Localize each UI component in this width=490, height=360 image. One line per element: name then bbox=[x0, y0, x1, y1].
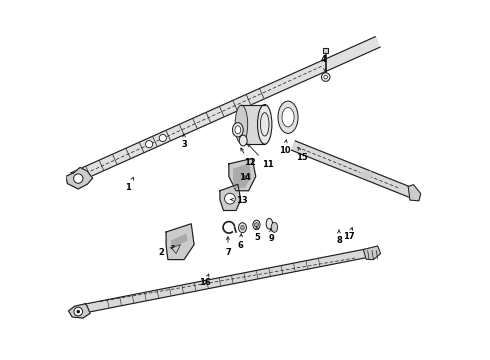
Text: 4: 4 bbox=[321, 55, 327, 71]
Polygon shape bbox=[69, 304, 90, 318]
Text: 10: 10 bbox=[279, 140, 290, 155]
Text: 16: 16 bbox=[199, 274, 211, 287]
Text: 11: 11 bbox=[247, 144, 273, 169]
Circle shape bbox=[159, 134, 167, 141]
Polygon shape bbox=[220, 184, 241, 211]
Text: 14: 14 bbox=[239, 173, 251, 182]
Text: 7: 7 bbox=[225, 237, 231, 257]
Polygon shape bbox=[242, 104, 265, 144]
Circle shape bbox=[76, 310, 80, 314]
Ellipse shape bbox=[271, 222, 278, 232]
Circle shape bbox=[324, 75, 327, 79]
Circle shape bbox=[321, 73, 330, 81]
Circle shape bbox=[146, 140, 153, 148]
Ellipse shape bbox=[278, 101, 298, 134]
Ellipse shape bbox=[266, 219, 272, 229]
Ellipse shape bbox=[235, 126, 241, 134]
Circle shape bbox=[224, 193, 235, 204]
Ellipse shape bbox=[282, 108, 294, 127]
Ellipse shape bbox=[258, 104, 272, 144]
Polygon shape bbox=[172, 234, 187, 246]
Text: 2: 2 bbox=[159, 246, 174, 257]
Ellipse shape bbox=[239, 223, 246, 233]
Text: 9: 9 bbox=[269, 229, 274, 243]
Circle shape bbox=[254, 223, 259, 227]
Circle shape bbox=[74, 307, 82, 316]
Ellipse shape bbox=[253, 220, 260, 229]
Text: 3: 3 bbox=[181, 134, 187, 149]
Polygon shape bbox=[166, 224, 194, 260]
Text: 6: 6 bbox=[238, 234, 244, 251]
Text: 15: 15 bbox=[296, 147, 308, 162]
Polygon shape bbox=[234, 164, 251, 187]
Ellipse shape bbox=[232, 123, 243, 137]
Polygon shape bbox=[408, 185, 421, 201]
Text: 5: 5 bbox=[255, 227, 261, 242]
Circle shape bbox=[74, 174, 83, 183]
Ellipse shape bbox=[235, 105, 247, 144]
Polygon shape bbox=[85, 248, 371, 312]
Polygon shape bbox=[292, 141, 416, 198]
Polygon shape bbox=[66, 167, 93, 189]
Polygon shape bbox=[360, 171, 372, 179]
Polygon shape bbox=[229, 158, 256, 191]
Polygon shape bbox=[71, 37, 380, 184]
Text: 8: 8 bbox=[336, 230, 342, 245]
Ellipse shape bbox=[239, 135, 247, 146]
Text: 12: 12 bbox=[241, 148, 256, 167]
Text: 1: 1 bbox=[125, 177, 133, 192]
Polygon shape bbox=[323, 48, 328, 53]
Text: 17: 17 bbox=[343, 228, 355, 241]
Text: 13: 13 bbox=[230, 196, 247, 205]
Polygon shape bbox=[364, 246, 381, 260]
Ellipse shape bbox=[241, 225, 245, 230]
